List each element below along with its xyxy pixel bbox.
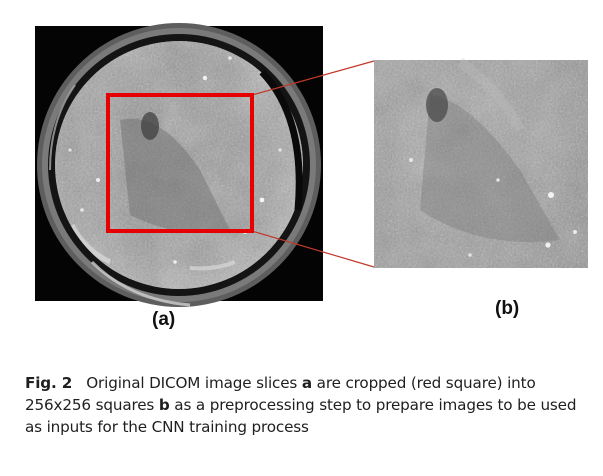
caption-text-part2: are cropped (red square) into 256x256 sq… — [25, 374, 536, 414]
panel-a-label: (a) — [152, 309, 176, 330]
dicom-slice-image — [35, 23, 323, 307]
caption-text-part3: as a preprocessing step to prepare image… — [25, 396, 577, 436]
caption-ref-a: a — [301, 374, 312, 392]
figure-caption: Fig. 2 Original DICOM image slices a are… — [25, 372, 597, 438]
figure-number: Fig. 2 — [25, 374, 73, 392]
connector-line-top — [251, 60, 375, 96]
cropped-256-image — [374, 57, 588, 268]
crop-box — [106, 93, 254, 233]
caption-text-part1: Original DICOM image slices — [86, 374, 302, 392]
connector-line-bottom — [251, 230, 375, 268]
caption-ref-b: b — [158, 396, 170, 414]
figure-illustration — [35, 23, 588, 307]
panel-b-label: (b) — [495, 298, 520, 319]
